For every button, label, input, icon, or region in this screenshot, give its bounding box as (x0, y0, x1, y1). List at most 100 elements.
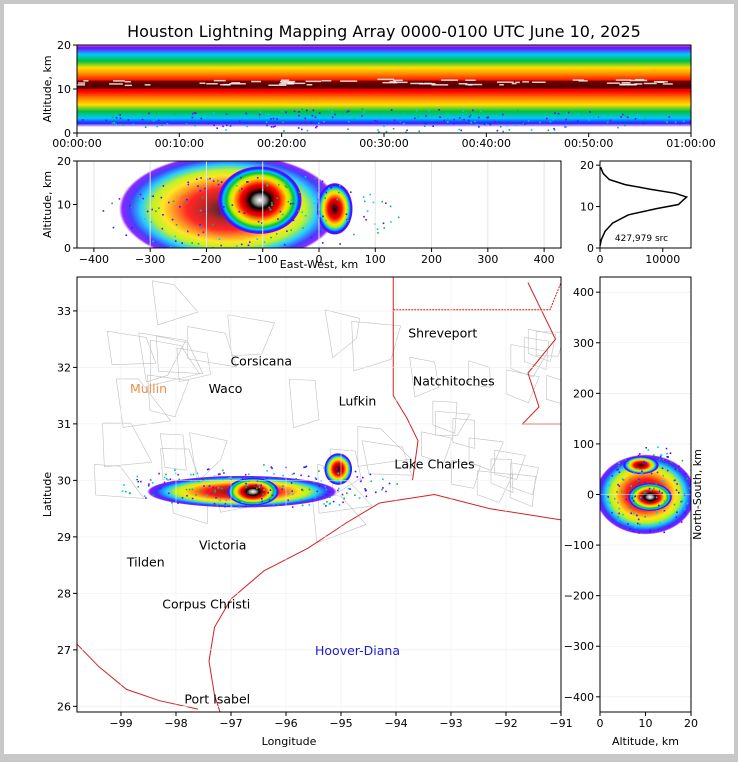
source-dot (554, 112, 556, 114)
source-dot (199, 190, 202, 192)
source-dot (346, 492, 348, 494)
source-dot (342, 501, 344, 504)
source-dot (163, 481, 166, 484)
source-dot (348, 471, 350, 474)
source-dot (676, 511, 678, 514)
x-tick-label: 20 (684, 717, 698, 730)
source-dot (392, 112, 394, 115)
city-label: Lufkin (339, 393, 377, 408)
source-dot (289, 202, 292, 205)
source-dot (630, 485, 632, 487)
source-dot (218, 212, 221, 214)
county-outline (149, 339, 200, 386)
source-dot (517, 109, 519, 112)
source-dot (314, 477, 317, 479)
source-dot (152, 195, 154, 197)
source-dot (273, 473, 275, 475)
source-dot (158, 472, 160, 475)
source-dot (277, 218, 279, 220)
y-tick-label: 29 (57, 531, 71, 544)
source-dot (174, 240, 177, 242)
x-tick-label: −95 (329, 717, 352, 730)
source-dot (163, 476, 166, 479)
source-dot (190, 473, 192, 476)
source-dot (423, 122, 426, 124)
source-dot (438, 109, 440, 111)
source-dot (125, 117, 128, 119)
source-dot (216, 127, 218, 129)
source-dot (400, 121, 403, 124)
x-axis-label: Longitude (262, 735, 317, 748)
source-dot (298, 114, 300, 117)
x-tick-label: 0 (597, 717, 604, 730)
source-dot (681, 500, 683, 502)
source-dot (284, 185, 287, 187)
county-outline (176, 347, 211, 383)
source-dot (196, 472, 199, 474)
source-dot (312, 109, 315, 112)
source-dot (644, 515, 646, 518)
source-dot (218, 213, 221, 215)
source-dot (208, 485, 211, 487)
source-dot (275, 233, 278, 235)
source-dot (675, 516, 677, 518)
band-highlight (206, 83, 218, 85)
source-dot (317, 198, 320, 201)
city-label: Corsicana (230, 354, 292, 369)
y-tick-label: 10 (57, 83, 71, 96)
source-dot (646, 491, 648, 494)
source-dot (214, 489, 216, 492)
y-tick-label: 20 (580, 159, 594, 172)
source-dot (608, 484, 611, 487)
source-dot (320, 479, 323, 482)
source-dot (638, 523, 641, 526)
source-dot (621, 522, 623, 524)
source-dot (197, 243, 200, 245)
x-tick-label: −96 (274, 717, 297, 730)
source-dot (148, 483, 150, 485)
la-ar-border (393, 282, 561, 311)
source-dot (658, 490, 661, 493)
source-dot (317, 189, 319, 192)
source-dot (598, 116, 601, 118)
source-dot (171, 218, 174, 221)
source-dot (609, 119, 612, 122)
source-dot (306, 109, 308, 112)
source-dot (196, 178, 198, 180)
source-dot (502, 113, 504, 116)
source-dot (665, 447, 668, 450)
band-highlight (231, 82, 241, 84)
source-dot (668, 116, 671, 118)
source-dot (636, 514, 638, 517)
county-outline (288, 378, 320, 429)
source-dot (137, 486, 140, 488)
source-dot (678, 491, 680, 494)
source-dot (152, 120, 155, 122)
source-dot (311, 194, 314, 197)
source-dot (686, 502, 689, 505)
source-dot (622, 513, 624, 516)
source-dot (115, 117, 118, 119)
source-dot (287, 200, 290, 203)
source-dot (245, 486, 247, 489)
source-dot (441, 121, 443, 124)
source-dot (191, 497, 194, 500)
altitude-northsouth-panel: −400 −300 −200 −100 0 100 200 300 400 0 10 20 Altitu… (564, 276, 704, 748)
source-dot (200, 489, 202, 492)
source-dot (682, 120, 685, 123)
source-dot (293, 472, 295, 475)
source-dot (564, 126, 566, 128)
source-dot (225, 112, 228, 114)
city-label: Victoria (199, 537, 246, 552)
city-label: Corpus Christi (162, 597, 250, 612)
source-dot (473, 111, 476, 113)
y-tick-label: 100 (573, 438, 594, 451)
source-dot (589, 111, 591, 113)
band-highlight (410, 82, 424, 85)
source-dot (377, 129, 379, 131)
source-dot (301, 211, 303, 213)
source-dot (196, 112, 199, 115)
source-dot (217, 487, 220, 489)
source-dot (354, 470, 357, 473)
source-dot (606, 121, 609, 124)
